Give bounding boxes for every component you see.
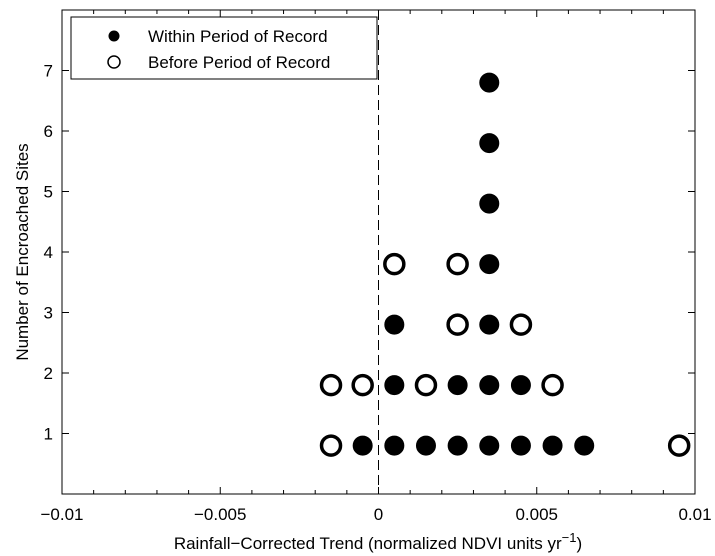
point-within-period [447,435,468,456]
point-within-period [542,435,563,456]
point-within-period [574,435,595,456]
point-within-period [384,314,405,335]
point-within-period [510,435,531,456]
point-within-period [479,193,500,214]
y-axis-title: Number of Encroached Sites [13,143,32,360]
data-points [319,72,691,457]
point-within-period [479,133,500,154]
point-within-period [384,375,405,396]
point-within-period [510,375,531,396]
legend-label-before: Before Period of Record [148,53,330,72]
y-tick-label: 5 [44,183,53,202]
y-tick-label: 3 [44,304,53,323]
x-axis-title-superscript: −1 [562,530,577,545]
point-within-period [479,72,500,93]
point-within-period [479,314,500,335]
legend-label-within: Within Period of Record [148,27,328,46]
x-tick-label: 0 [374,505,383,524]
legend: Within Period of Record Before Period of… [70,16,378,80]
x-tick-label: −0.01 [40,505,83,524]
y-tick-label: 6 [44,122,53,141]
axis-ticks [61,10,696,494]
y-tick-label: 2 [44,364,53,383]
y-tick-label: 7 [44,62,53,81]
legend-box [70,16,378,80]
y-tick-labels: 1 2 3 4 5 6 7 [44,62,53,444]
point-within-period [352,435,373,456]
point-within-period [479,254,500,275]
point-within-period [415,435,436,456]
x-tick-label: −0.005 [194,505,246,524]
legend-marker-within [108,30,120,42]
point-before-period [414,373,438,397]
point-within-period [479,375,500,396]
x-axis-title-main: Rainfall−Corrected Trend (normalized NDV… [174,534,562,553]
point-before-period [319,373,343,397]
x-axis-title-close: ) [577,534,583,553]
point-within-period [384,435,405,456]
x-axis-title: Rainfall−Corrected Trend (normalized NDV… [174,530,582,553]
point-within-period [479,435,500,456]
point-before-period [446,252,469,276]
point-before-period [319,434,343,457]
point-before-period [509,313,533,336]
x-tick-label: 0.005 [515,505,558,524]
y-tick-label: 4 [44,243,53,262]
point-within-period [447,375,468,396]
x-tick-label: 0.01 [678,505,711,524]
point-before-period [667,434,691,457]
y-tick-label: 1 [44,425,53,444]
point-before-period [446,313,469,336]
point-before-period [541,373,564,397]
x-tick-labels: −0.01 −0.005 0 0.005 0.01 [40,505,711,524]
point-before-period [351,373,374,397]
legend-marker-before [107,55,121,69]
point-before-period [383,252,406,276]
